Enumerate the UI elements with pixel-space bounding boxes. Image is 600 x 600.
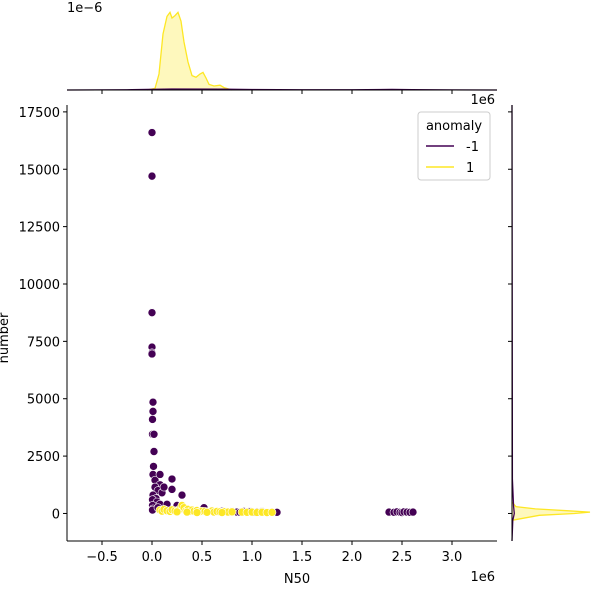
data-point — [149, 447, 159, 456]
main-scatter-axes: −0.5 0.0 0.5 1.0 1.5 2.0 2.5 3.0 0 2500 5000 7500 1… — [0, 90, 512, 587]
y-tick-label: 2500 — [27, 450, 60, 465]
x-axis-ticks: −0.5 0.0 0.5 1.0 1.5 2.0 2.5 3.0 — [86, 90, 462, 565]
data-point — [408, 507, 418, 517]
data-point — [167, 485, 177, 494]
y-tick-label: 12500 — [19, 221, 60, 236]
data-point — [147, 171, 157, 181]
x-tick-label: 1.0 — [242, 550, 263, 565]
data-point — [167, 474, 177, 484]
x-tick-label: 1.5 — [292, 550, 313, 565]
right-marginal-plot: 1e6 — [470, 93, 591, 542]
data-point — [192, 508, 202, 517]
right-marginal-offset-label: 1e6 — [470, 93, 495, 108]
scatter-points — [147, 128, 418, 517]
data-point — [227, 507, 237, 517]
top-marginal-offset-label: 1e−6 — [67, 1, 102, 16]
x-axis-offset-label: 1e6 — [470, 570, 495, 585]
data-point — [148, 407, 158, 416]
data-point — [159, 482, 169, 492]
data-point — [147, 349, 157, 359]
data-point — [182, 507, 192, 517]
top-marginal-plot: 1e−6 — [66, 1, 498, 91]
y-tick-label: 7500 — [27, 335, 60, 350]
top-density-fill-1 — [147, 12, 232, 90]
x-tick-label: 0.0 — [142, 550, 163, 565]
y-tick-label: 10000 — [19, 278, 60, 293]
x-axis-label: N50 — [284, 572, 310, 587]
legend: anomaly -1 1 — [417, 111, 491, 181]
top-density-line-1 — [146, 11, 233, 91]
data-point — [155, 470, 165, 479]
legend-title: anomaly — [426, 119, 482, 134]
x-tick-label: 2.5 — [392, 550, 413, 565]
data-point — [147, 128, 157, 137]
data-point — [202, 508, 212, 517]
data-point — [172, 507, 182, 517]
data-point — [217, 508, 227, 517]
y-tick-label: 0 — [52, 507, 60, 522]
y-tick-label: 15000 — [19, 163, 60, 178]
data-point — [148, 397, 158, 407]
x-tick-label: −0.5 — [86, 550, 118, 565]
y-axis-label: number — [0, 312, 12, 363]
data-point — [149, 462, 158, 471]
data-point — [147, 308, 157, 317]
legend-label-neg1: -1 — [466, 140, 479, 155]
right-density-line-1 — [511, 501, 591, 521]
data-point — [149, 429, 159, 439]
data-point — [177, 490, 187, 500]
legend-label-1: 1 — [466, 161, 474, 176]
y-axis-ticks: 0 2500 5000 7500 10000 12500 15000 17500 — [19, 106, 512, 522]
right-density-fill-1 — [512, 502, 590, 521]
x-tick-label: 2.0 — [342, 550, 363, 565]
y-tick-label: 5000 — [27, 393, 60, 408]
data-point — [267, 508, 277, 517]
x-tick-label: 0.5 — [192, 550, 213, 565]
data-point — [148, 415, 157, 424]
x-tick-label: 3.0 — [442, 550, 463, 565]
y-tick-label: 17500 — [19, 106, 60, 121]
